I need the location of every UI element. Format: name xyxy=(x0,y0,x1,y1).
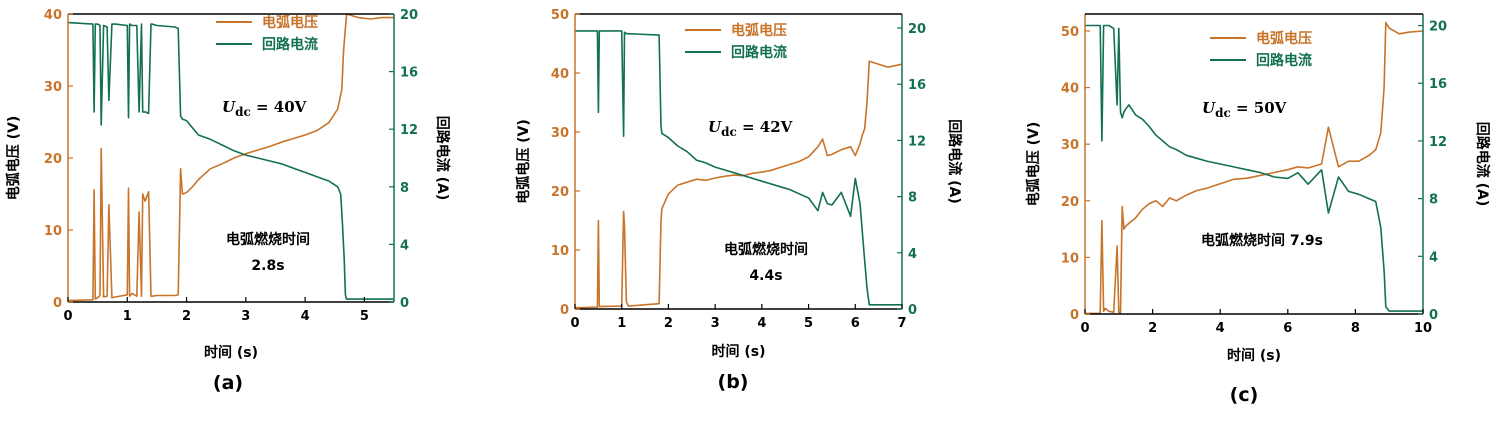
panel-label: (a) xyxy=(213,372,243,394)
y-right-tick-label: 0 xyxy=(1429,308,1438,323)
burn-time-annotation: 2.8s xyxy=(251,258,284,274)
series-voltage-line xyxy=(574,60,903,309)
y-right-tick-label: 0 xyxy=(908,303,917,318)
x-axis-title: 时间 (s) xyxy=(1227,347,1281,364)
y-right-axis-title: 回路电流 (A) xyxy=(1474,122,1491,207)
y-left-tick-label: 10 xyxy=(1061,251,1079,266)
x-tick-label: 2 xyxy=(664,316,673,331)
y-right-tick-label: 16 xyxy=(1429,77,1447,92)
y-left-tick-label: 20 xyxy=(1061,195,1079,210)
udc-annotation: Udc = 42V xyxy=(708,118,793,139)
y-right-tick-label: 8 xyxy=(1429,193,1438,208)
x-tick-label: 6 xyxy=(851,316,860,331)
x-axis-title: 时间 (s) xyxy=(711,343,765,360)
y-right-tick-label: 8 xyxy=(908,191,917,206)
y-right-tick-label: 12 xyxy=(1429,135,1447,150)
y-left-tick-label: 30 xyxy=(44,80,62,95)
y-left-tick-label: 50 xyxy=(1061,25,1079,40)
series-voltage-line xyxy=(1085,21,1424,315)
y-left-tick-label: 30 xyxy=(1061,138,1079,153)
x-tick-label: 1 xyxy=(123,309,132,324)
series-current-line xyxy=(575,30,902,306)
y-right-tick-label: 20 xyxy=(400,8,418,23)
burn-time-annotation: 电弧燃烧时间 xyxy=(724,241,808,258)
x-tick-label: 0 xyxy=(1080,321,1089,336)
x-tick-label: 6 xyxy=(1283,321,1292,336)
x-tick-label: 3 xyxy=(711,316,720,331)
y-right-tick-label: 12 xyxy=(400,123,418,138)
series-current-line xyxy=(67,21,394,300)
series-voltage-line xyxy=(67,13,394,302)
y-left-tick-label: 0 xyxy=(560,303,569,318)
udc-annotation: Udc = 40V xyxy=(222,98,307,119)
burn-time-annotation: 电弧燃烧时间 7.9s xyxy=(1201,232,1323,249)
legend-label: 电弧电压 xyxy=(731,22,787,39)
y-right-tick-label: 4 xyxy=(1429,250,1438,265)
x-tick-label: 7 xyxy=(897,316,906,331)
y-right-tick-label: 4 xyxy=(908,247,917,262)
x-axis-title: 时间 (s) xyxy=(204,344,258,361)
legend-label: 回路电流 xyxy=(1256,52,1312,69)
y-right-tick-label: 16 xyxy=(908,78,926,93)
y-right-axis-title: 回路电流 (A) xyxy=(434,116,451,201)
x-tick-label: 5 xyxy=(804,316,813,331)
x-tick-label: 1 xyxy=(617,316,626,331)
y-right-tick-label: 20 xyxy=(908,22,926,37)
y-right-tick-label: 8 xyxy=(400,181,409,196)
x-tick-label: 4 xyxy=(301,309,310,324)
legend-label: 电弧电压 xyxy=(262,14,318,31)
x-tick-label: 2 xyxy=(182,309,191,324)
y-left-tick-label: 40 xyxy=(551,67,569,82)
x-tick-label: 4 xyxy=(1216,321,1225,336)
y-left-tick-label: 10 xyxy=(44,224,62,239)
y-right-tick-label: 12 xyxy=(908,134,926,149)
x-tick-label: 4 xyxy=(757,316,766,331)
legend-label: 电弧电压 xyxy=(1256,30,1312,47)
y-left-tick-label: 30 xyxy=(551,126,569,141)
y-left-tick-label: 10 xyxy=(551,244,569,259)
burn-time-annotation: 4.4s xyxy=(749,268,782,284)
y-left-tick-label: 20 xyxy=(551,185,569,200)
y-left-tick-label: 20 xyxy=(44,152,62,167)
y-right-tick-label: 20 xyxy=(1429,20,1447,35)
y-right-tick-label: 16 xyxy=(400,66,418,81)
series-current-line xyxy=(1085,24,1423,312)
udc-annotation: Udc = 50V xyxy=(1202,99,1287,120)
y-left-tick-label: 40 xyxy=(44,8,62,23)
x-tick-label: 0 xyxy=(63,309,72,324)
legend-label: 回路电流 xyxy=(731,44,787,61)
y-left-axis-title: 电弧电压 (V) xyxy=(1025,122,1042,207)
y-left-tick-label: 50 xyxy=(551,8,569,23)
y-left-axis-title: 电弧电压 (V) xyxy=(515,119,532,204)
y-right-tick-label: 4 xyxy=(400,238,409,253)
panel-label: (c) xyxy=(1230,384,1259,406)
x-tick-label: 2 xyxy=(1148,321,1157,336)
y-right-axis-title: 回路电流 (A) xyxy=(946,119,963,204)
y-left-tick-label: 0 xyxy=(53,296,62,311)
x-tick-label: 8 xyxy=(1351,321,1360,336)
y-left-tick-label: 40 xyxy=(1061,82,1079,97)
x-tick-label: 3 xyxy=(241,309,250,324)
x-tick-label: 0 xyxy=(570,316,579,331)
legend-label: 回路电流 xyxy=(262,36,318,53)
y-right-tick-label: 0 xyxy=(400,296,409,311)
x-tick-label: 10 xyxy=(1414,321,1432,336)
y-left-axis-title: 电弧电压 (V) xyxy=(5,116,22,201)
y-left-tick-label: 0 xyxy=(1070,308,1079,323)
x-tick-label: 5 xyxy=(360,309,369,324)
burn-time-annotation: 电弧燃烧时间 xyxy=(226,231,310,248)
panel-label: (b) xyxy=(718,371,749,393)
